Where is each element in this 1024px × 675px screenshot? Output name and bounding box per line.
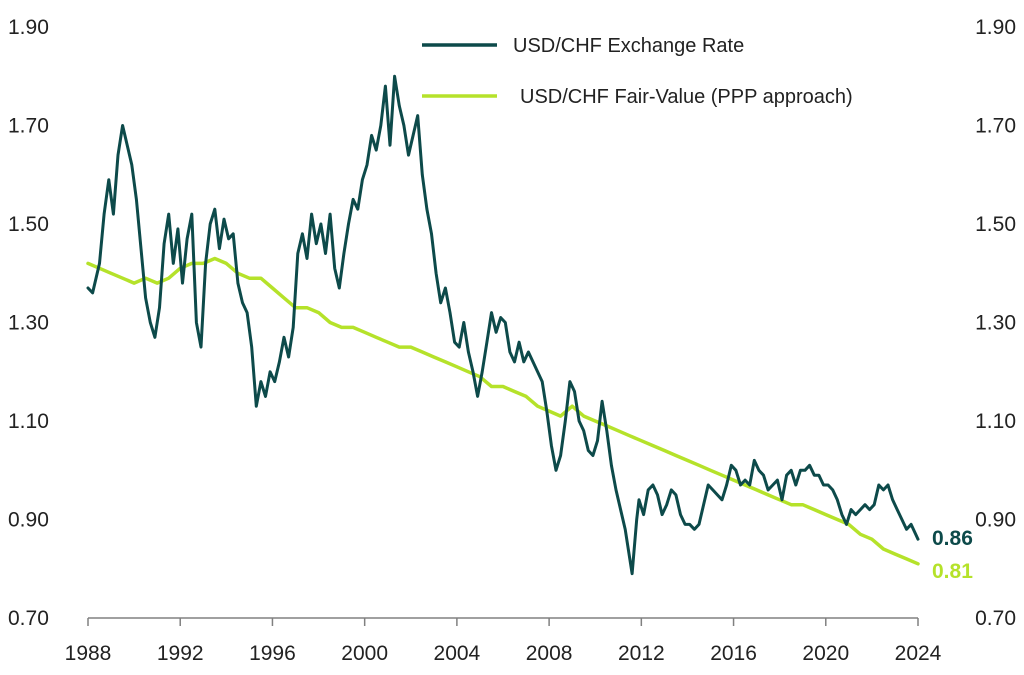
y-tick-label-left: 1.70 (8, 115, 49, 138)
x-tick-label: 2008 (526, 642, 573, 665)
x-tick-label: 2012 (618, 642, 665, 665)
y-tick-label-left: 1.10 (8, 410, 49, 433)
y-tick-label-left: 1.90 (8, 16, 49, 39)
x-tick-label: 2004 (434, 642, 481, 665)
x-axis-ticks: 1988 1992 1996 2000 2004 2008 2012 2016 2020 2024 (65, 618, 942, 665)
x-tick-label: 2016 (710, 642, 757, 665)
legend-label-fair-value: USD/CHF Fair-Value (PPP approach) (520, 86, 853, 108)
series-lines (86, 74, 920, 576)
x-tick-label: 1988 (65, 642, 112, 665)
series-line-exchange-rate (86, 74, 920, 576)
y-tick-label-left: 0.70 (8, 607, 49, 630)
x-tick-label: 2024 (895, 642, 942, 665)
y-tick-label-left: 0.90 (8, 509, 49, 532)
end-value-label-fair-value: 0.81 (932, 560, 973, 583)
x-tick-label: 2000 (341, 642, 388, 665)
y-tick-label-left: 1.30 (8, 312, 49, 335)
y-tick-label-right: 1.10 (975, 410, 1016, 433)
y-axis-right-ticks: 0.70 0.90 1.10 1.30 1.50 1.70 1.90 (975, 16, 1016, 630)
y-tick-label-left: 1.50 (8, 213, 49, 236)
end-value-label-exchange-rate: 0.86 (932, 527, 973, 550)
y-tick-label-right: 1.30 (975, 312, 1016, 335)
legend-label-exchange-rate: USD/CHF Exchange Rate (513, 35, 744, 57)
legend: USD/CHF Exchange Rate USD/CHF Fair-Value … (422, 35, 853, 108)
x-tick-label: 2020 (802, 642, 849, 665)
series-line-fair-value (86, 256, 920, 566)
y-tick-label-right: 1.70 (975, 115, 1016, 138)
y-tick-label-right: 0.90 (975, 509, 1016, 532)
y-tick-label-right: 1.90 (975, 16, 1016, 39)
x-tick-label: 1996 (249, 642, 296, 665)
end-labels: 0.86 0.81 (932, 527, 973, 583)
y-tick-label-right: 1.50 (975, 213, 1016, 236)
y-tick-label-right: 0.70 (975, 607, 1016, 630)
y-axis-left-ticks: 0.70 0.90 1.10 1.30 1.50 1.70 1.90 (8, 16, 49, 630)
x-tick-label: 1992 (157, 642, 204, 665)
